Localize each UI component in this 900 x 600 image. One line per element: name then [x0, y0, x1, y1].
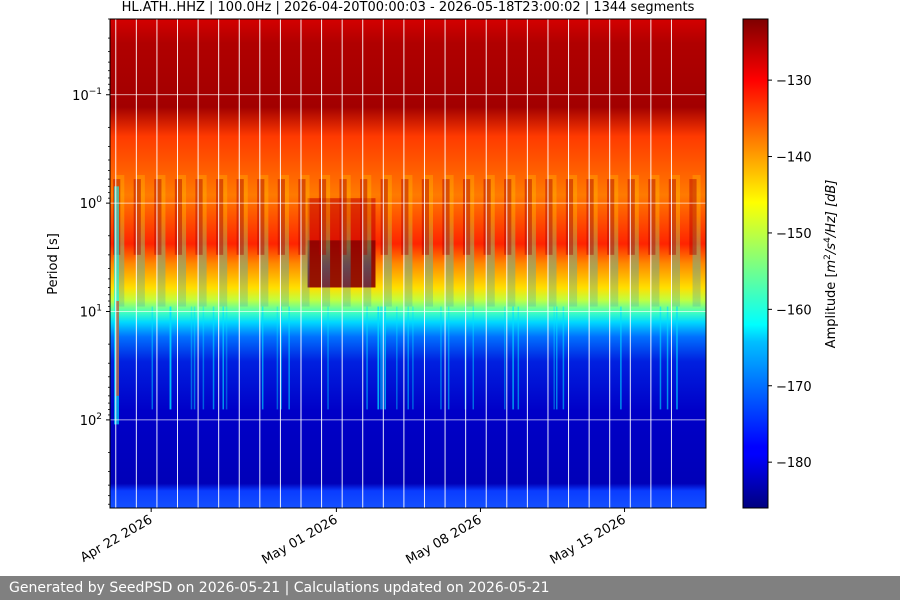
- y-axis-label: Period [s]: [46, 233, 61, 295]
- y-tick-label: 100: [80, 195, 103, 212]
- footer-bar: Generated by SeedPSD on 2026-05-21 | Cal…: [0, 576, 900, 600]
- footer-text: Generated by SeedPSD on 2026-05-21 | Cal…: [9, 580, 550, 596]
- colorbar: [742, 18, 769, 509]
- y-tick-label: 102: [80, 412, 102, 429]
- grid-lines: [110, 19, 706, 508]
- x-tick-label: May 08 2026: [404, 512, 485, 567]
- colorbar-tick-label: −180: [776, 456, 812, 471]
- colorbar-tick-label: −160: [776, 303, 812, 318]
- heatmap-area: [110, 19, 706, 508]
- y-axis: 10−1 100 101 102: [72, 18, 110, 505]
- x-tick-label: Apr 22 2026: [78, 512, 155, 565]
- colorbar-tick-label: −130: [776, 74, 812, 89]
- x-tick-label: May 01 2026: [259, 512, 340, 567]
- colorbar-tick-label: −140: [776, 151, 812, 166]
- colorbar-tick-label: −170: [776, 380, 812, 395]
- x-tick-label: May 15 2026: [548, 512, 629, 567]
- y-tick-label: 10−1: [72, 87, 102, 104]
- colorbar-tick-label: −150: [776, 227, 812, 242]
- plot-frame: [109, 18, 707, 509]
- y-tick-label: 101: [80, 304, 102, 321]
- chart-title: HL.ATH..HHZ | 100.0Hz | 2026-04-20T00:00…: [122, 0, 695, 15]
- x-axis: Apr 22 2026 May 01 2026 May 08 2026 May 15 …: [78, 508, 629, 568]
- colorbar-label: Amplitude [m2/s4/Hz] [dB]: [823, 180, 839, 349]
- colorbar-axis: −130 −140 −150 −160 −170 −180: [768, 74, 812, 471]
- psd-spectrogram-chart: HL.ATH..HHZ | 100.0Hz | 2026-04-20T00:00…: [46, 0, 839, 568]
